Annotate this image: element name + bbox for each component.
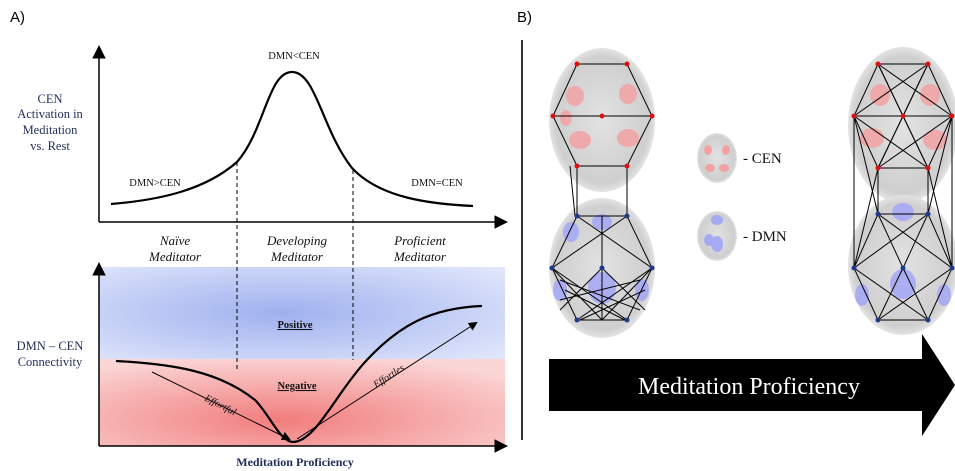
node	[574, 163, 580, 169]
dmn-blob	[553, 279, 567, 301]
top-y-label-4: vs. Rest	[30, 139, 70, 153]
cen-blob	[560, 110, 572, 126]
negative-region	[99, 359, 505, 446]
panel-b-label: B)	[517, 9, 532, 26]
legend-dmn-blob	[711, 236, 723, 252]
node	[624, 213, 630, 219]
bottom-x-label: Meditation Proficiency	[236, 455, 353, 469]
node	[649, 265, 655, 271]
node	[624, 61, 630, 67]
legend-cen-blob	[719, 164, 729, 172]
legend-dmn-label: - DMN	[743, 229, 787, 245]
stage-2-line-1: Developing	[266, 233, 327, 248]
cen-activation-curve	[110, 70, 474, 208]
cen-blob	[617, 129, 639, 147]
panel-a-label: A)	[10, 9, 25, 26]
cen-blob	[569, 131, 591, 149]
node	[900, 265, 906, 271]
stage-3-line-1: Proficient	[393, 233, 446, 248]
dmn-blob	[937, 284, 951, 306]
cen-blob	[920, 84, 940, 106]
node	[875, 317, 881, 323]
top-y-label-2: Activation in	[17, 107, 83, 121]
node	[925, 211, 931, 217]
legend-cen-blob	[704, 145, 712, 155]
bottom-y-label-1: DMN – CEN	[17, 339, 84, 353]
legend-cen-label: - CEN	[743, 151, 782, 167]
node	[574, 213, 580, 219]
node	[574, 317, 580, 323]
node	[875, 165, 881, 171]
node	[900, 113, 906, 119]
node	[549, 265, 555, 271]
right-curve-label: DMN=CEN	[411, 178, 463, 189]
node	[851, 113, 857, 119]
dmn-blob	[855, 284, 869, 306]
proficient-brain-group	[848, 47, 955, 335]
node	[875, 211, 881, 217]
naive-brain-group	[549, 48, 655, 338]
left-curve-label: DMN>CEN	[129, 178, 181, 189]
dmn-blob	[892, 203, 914, 221]
node	[851, 265, 857, 271]
node	[599, 265, 605, 271]
node	[550, 113, 556, 119]
legend-cen-blob	[705, 164, 715, 172]
cen-blob	[619, 84, 637, 104]
node	[949, 265, 955, 271]
node	[574, 61, 580, 67]
cen-blob	[860, 128, 884, 148]
top-y-label-1: CEN	[38, 92, 63, 106]
bottom-y-label-2: Connectivity	[18, 355, 83, 369]
proficiency-arrow	[549, 334, 955, 436]
naive-cen-brain	[549, 48, 655, 192]
node	[624, 163, 630, 169]
legend-cen-blob	[722, 145, 730, 155]
cen-blob	[566, 86, 584, 106]
connectivity-curve	[115, 304, 483, 444]
peak-label: DMN<CEN	[268, 51, 320, 62]
dmn-blob	[890, 269, 916, 299]
node	[949, 113, 955, 119]
top-y-label-3: Meditation	[23, 123, 79, 137]
node	[649, 113, 655, 119]
proficiency-arrow-label: Meditation Proficiency	[638, 374, 860, 400]
stage-1-line-2: Meditator	[148, 249, 202, 264]
node	[925, 165, 931, 171]
stage-3-line-2: Meditator	[393, 249, 447, 264]
cen-blob	[923, 130, 947, 150]
effortless-arrow	[296, 321, 478, 440]
node	[624, 317, 630, 323]
node	[925, 61, 931, 67]
stage-2-line-2: Meditator	[270, 249, 324, 264]
cen-blob	[870, 84, 890, 106]
dmn-blob	[635, 279, 649, 301]
positive-label: Positive	[278, 320, 313, 331]
node	[875, 61, 881, 67]
stage-1-line-1: Naïve	[159, 233, 191, 248]
legend-dmn-blob	[711, 215, 723, 225]
effortful-arrow	[151, 371, 291, 440]
positive-region	[99, 267, 505, 359]
node	[599, 113, 605, 119]
legend: - CEN - DMN	[697, 133, 787, 261]
negative-label: Negative	[277, 381, 316, 392]
legend-cen-brain-icon	[697, 133, 737, 183]
node	[925, 317, 931, 323]
